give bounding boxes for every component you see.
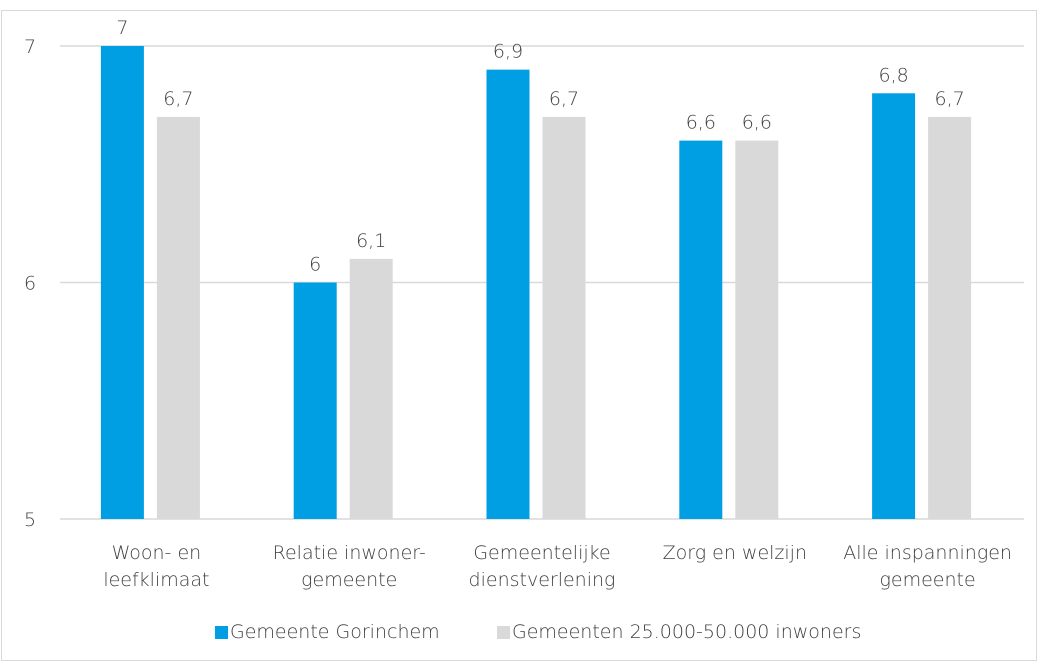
legend-swatch-series-1 (215, 626, 228, 639)
bar-series-2-4 (928, 116, 972, 519)
data-label: 6,7 (163, 88, 193, 110)
x-category-label: dienstverlening (469, 569, 616, 591)
y-tick-label: 6 (24, 273, 36, 295)
legend-label: Gemeente Gorinchem (230, 621, 440, 643)
y-tick-label: 7 (24, 36, 36, 58)
data-label: 6,8 (878, 64, 908, 86)
data-label: 6,9 (493, 41, 523, 63)
data-label: 6,7 (934, 88, 964, 110)
chart-frame (1, 10, 1037, 661)
bar-series-2-0 (156, 116, 200, 519)
bar-series-1-4 (872, 93, 916, 520)
x-category-label: leefklimaat (103, 569, 209, 591)
bar-series-1-3 (679, 140, 723, 519)
y-tick-label: 5 (24, 509, 36, 531)
legend-swatch-series-2 (497, 626, 510, 639)
bar-series-1-0 (100, 46, 144, 519)
data-label: 6,1 (356, 230, 386, 252)
data-label: 7 (116, 17, 128, 39)
data-label: 6,6 (742, 112, 772, 134)
x-category-label: Alle inspanningen (843, 542, 1012, 564)
x-category-label: Gemeentelijke (473, 542, 610, 564)
bar-series-2-3 (735, 140, 779, 519)
x-category-label: gemeente (301, 569, 397, 591)
x-category-label: Relatie inwoner- (273, 542, 426, 564)
bar-series-1-2 (486, 69, 530, 520)
bar-series-1-1 (293, 282, 337, 519)
bar-series-2-2 (542, 116, 586, 519)
data-label: 6 (309, 254, 321, 276)
data-label: 6,6 (686, 112, 716, 134)
data-label: 6,7 (549, 88, 579, 110)
x-category-label: gemeente (880, 569, 976, 591)
legend-label: Gemeenten 25.000-50.000 inwoners (512, 621, 861, 643)
bar-series-2-1 (349, 258, 393, 519)
x-category-label: Zorg en welzijn (663, 542, 807, 564)
x-category-label: Woon- en (112, 542, 202, 564)
